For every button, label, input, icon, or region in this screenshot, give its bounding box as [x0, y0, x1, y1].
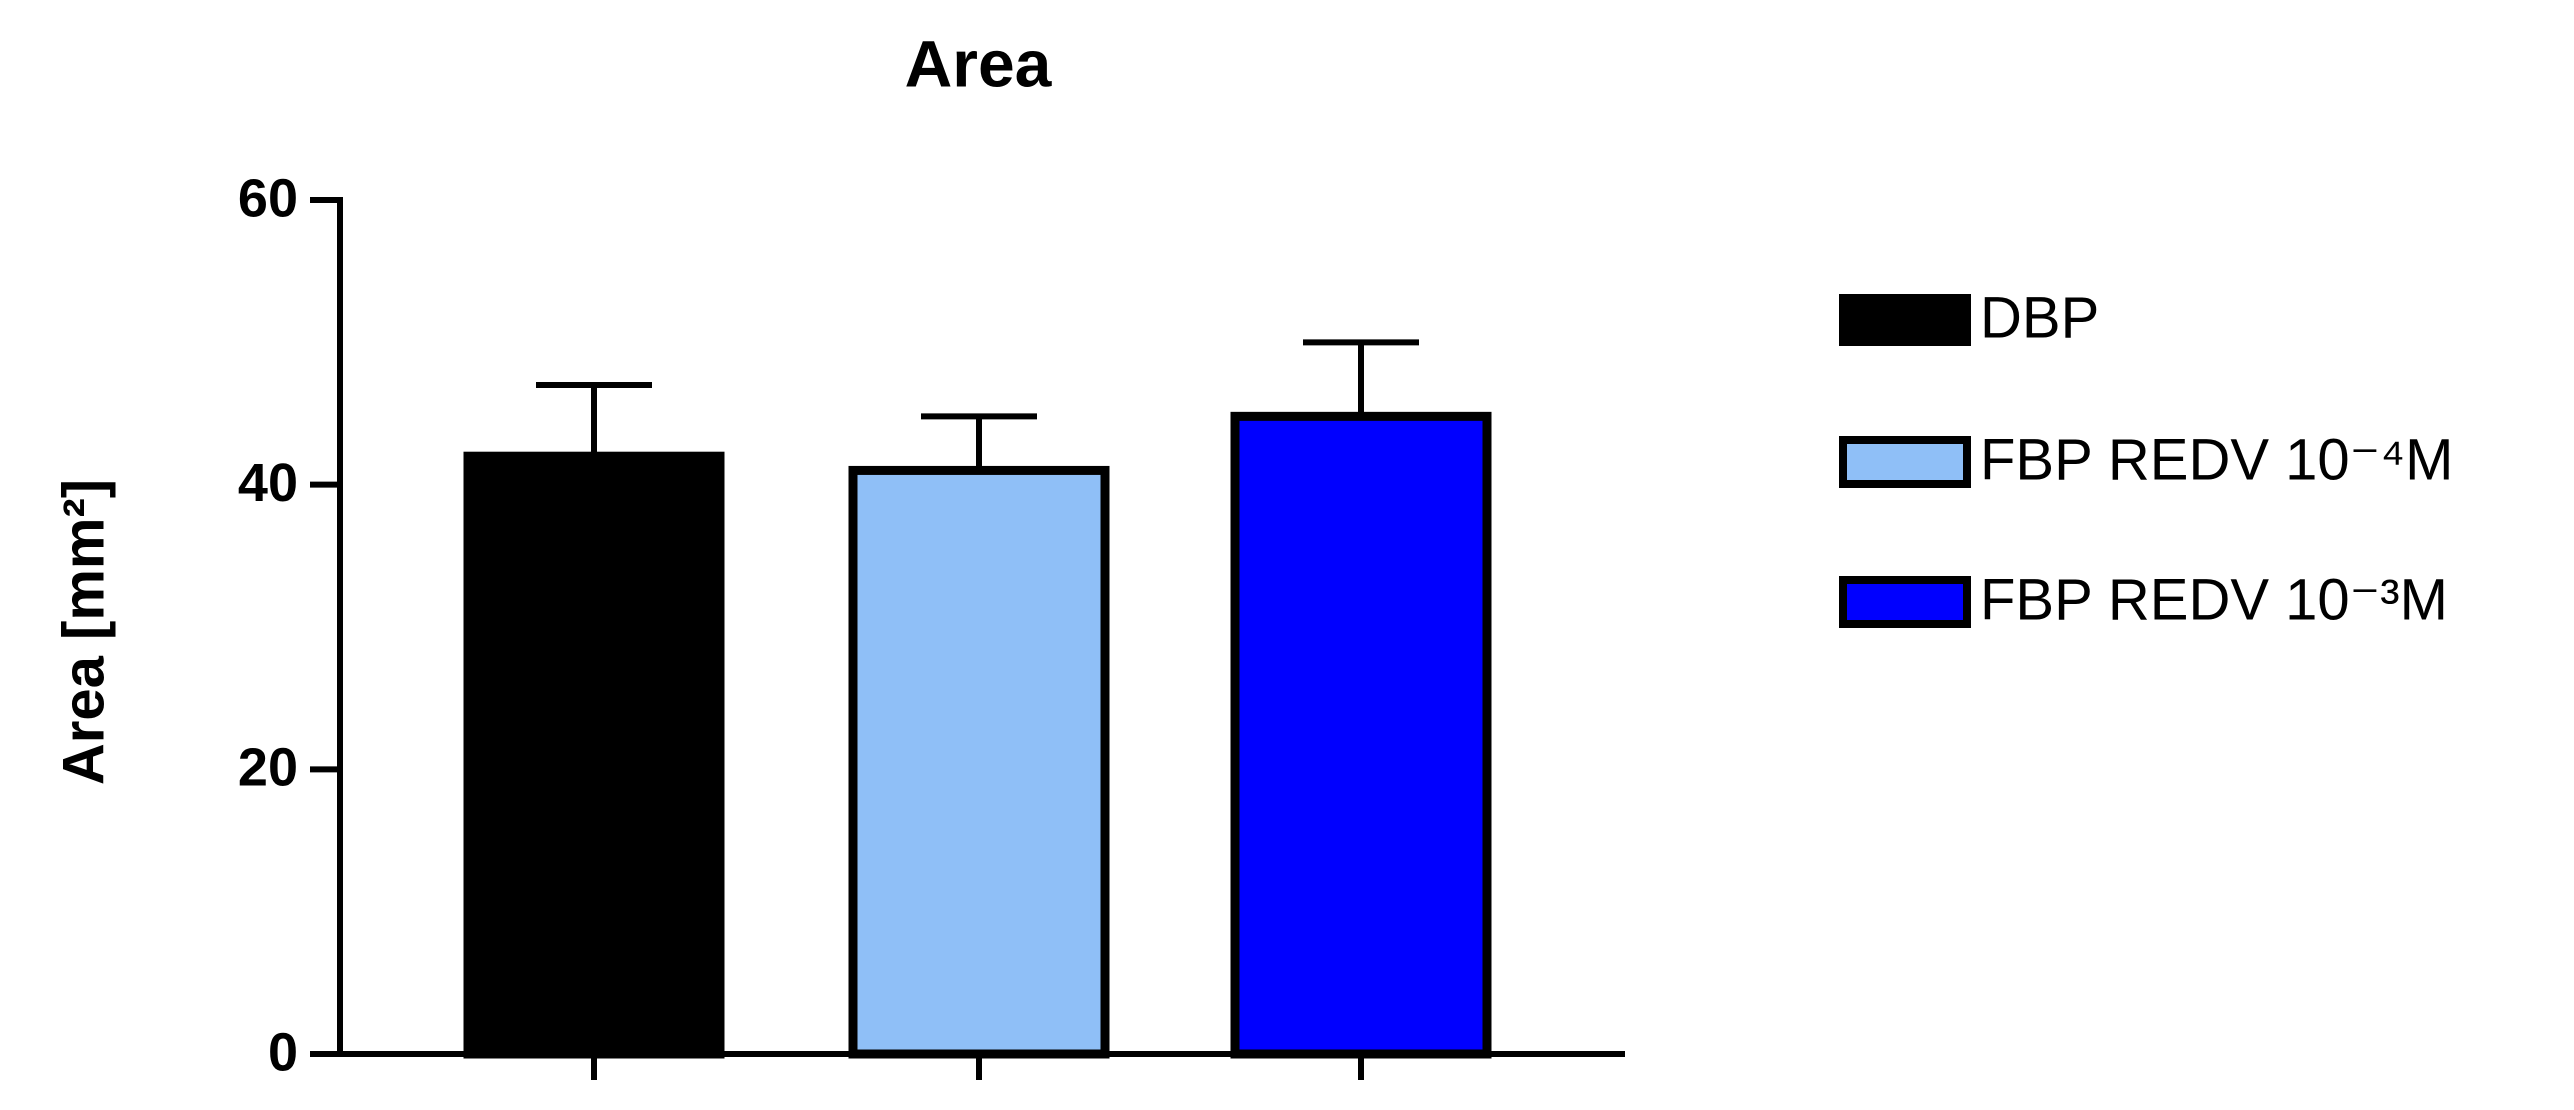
legend-swatch — [1839, 576, 1971, 628]
error-bar — [536, 382, 652, 457]
bar — [848, 465, 1110, 1059]
y-axis-label: Area [mm²] — [51, 479, 116, 785]
error-bar — [1303, 339, 1419, 417]
y-tick-label: 20 — [238, 738, 298, 798]
legend-label: DBP — [1980, 285, 2099, 350]
y-tick-label: 0 — [268, 1022, 298, 1082]
legend-swatch — [1839, 294, 1971, 346]
chart-title: Area — [905, 26, 1053, 100]
y-tick-label: 60 — [238, 168, 298, 228]
legend-label: FBP REDV 10⁻³M — [1980, 567, 2448, 632]
error-bar — [921, 413, 1037, 471]
y-tick-label: 40 — [238, 453, 298, 513]
bar — [1230, 411, 1492, 1059]
legend-swatch — [1839, 436, 1971, 488]
bar — [463, 451, 725, 1059]
legend-label: FBP REDV 10⁻⁴M — [1980, 427, 2454, 492]
